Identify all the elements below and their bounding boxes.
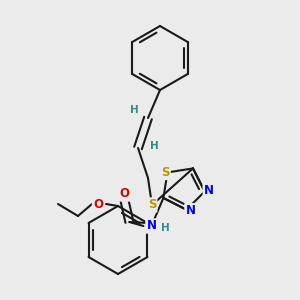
Text: H: H — [161, 223, 170, 233]
Text: N: N — [204, 184, 214, 197]
Text: H: H — [130, 105, 138, 115]
Text: N: N — [185, 204, 195, 217]
Text: N: N — [146, 220, 156, 232]
Text: S: S — [148, 199, 156, 212]
Text: O: O — [119, 188, 129, 200]
Text: H: H — [150, 141, 158, 151]
Text: O: O — [93, 197, 103, 211]
Text: S: S — [161, 166, 170, 179]
